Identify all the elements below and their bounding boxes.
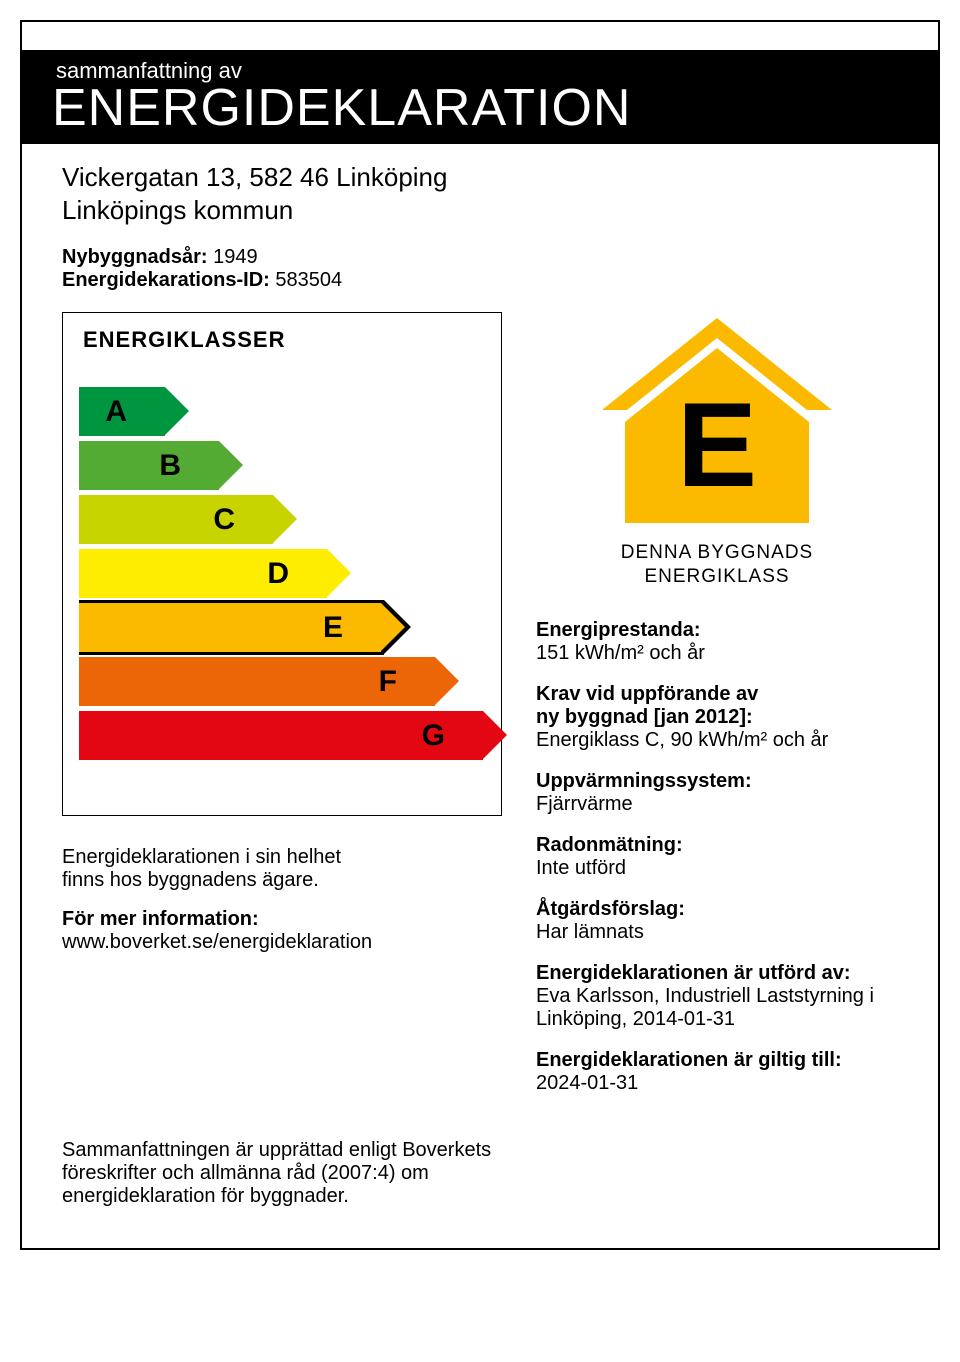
energy-class-row-e: E [79,603,485,652]
performance-label: Energiprestanda: [536,619,898,642]
header-band: sammanfattning av ENERGIDEKLARATION [22,50,938,144]
house-caption-l2: ENERGIKLASS [644,566,789,587]
heating-label: Uppvärmningssystem: [536,770,898,793]
left-notes: Energideklarationen i sin helhet finns h… [62,846,502,954]
valid-until-label: Energideklarationen är giltig till: [536,1049,898,1072]
declaration-id-label: Energidekarations-ID: [62,269,270,291]
address-line-1: Vickergatan 13, 582 46 Linköping [62,162,898,193]
more-info-label: För mer information: [62,908,259,930]
energy-class-row-f: F [79,657,485,706]
svg-text:E: E [677,378,757,512]
energy-class-label: F [379,665,397,699]
energy-class-row-a: A [79,387,485,436]
header-title: ENERGIDEKLARATION [52,78,908,138]
arrow-tip-icon [435,657,459,705]
info-actions: Åtgärdsförslag: Har lämnats [536,898,898,944]
info-radon: Radonmätning: Inte utförd [536,834,898,880]
radon-value: Inte utförd [536,857,898,880]
valid-until-value: 2024-01-31 [536,1072,898,1095]
energy-class-bar: A [79,387,165,436]
actions-label: Åtgärdsförslag: [536,898,898,921]
requirement-label-l2: ny byggnad [jan 2012]: [536,706,753,728]
energy-class-bar: E [79,603,381,652]
energy-class-bar: C [79,495,273,544]
energy-class-arrows: ABCDE FG [79,387,485,760]
radon-label: Radonmätning: [536,834,898,857]
heating-value: Fjärrvärme [536,793,898,816]
info-heating: Uppvärmningssystem: Fjärrvärme [536,770,898,816]
notes-line-1a: Energideklarationen i sin helhet [62,846,341,868]
energy-class-row-d: D [79,549,485,598]
house-caption: DENNA BYGGNADS ENERGIKLASS [536,541,898,589]
performance-value: 151 kWh/m² och år [536,642,898,665]
meta-block: Nybyggnadsår: 1949 Energidekarations-ID:… [22,236,938,312]
address-line-2: Linköpings kommun [62,195,898,226]
energy-class-row-b: B [79,441,485,490]
arrow-tip-icon [381,603,405,651]
right-column: E DENNA BYGGNADS ENERGIKLASS Energiprest… [536,312,898,1113]
declaration-id-value: 583504 [275,269,342,291]
address-block: Vickergatan 13, 582 46 Linköping Linköpi… [22,162,938,236]
requirement-label-l1: Krav vid uppförande av [536,683,758,705]
energy-class-label: G [422,719,445,753]
arrow-tip-icon [327,549,351,597]
arrow-tip-icon [165,387,189,435]
energy-class-row-g: G [79,711,485,760]
info-valid-until: Energideklarationen är giltig till: 2024… [536,1049,898,1095]
info-performance: Energiprestanda: 151 kWh/m² och år [536,619,898,665]
energy-class-chart: ENERGIKLASSER ABCDE FG [62,312,502,816]
page-container: sammanfattning av ENERGIDEKLARATION Vick… [20,20,940,1250]
energy-class-label: D [267,557,289,591]
energy-class-bar: D [79,549,327,598]
performed-by-label: Energideklarationen är utförd av: [536,962,898,985]
year-built-value: 1949 [213,246,258,268]
energy-class-label: B [159,449,181,483]
actions-value: Har lämnats [536,921,898,944]
arrow-tip-icon [273,495,297,543]
energy-class-bar: G [79,711,483,760]
energy-class-bar: F [79,657,435,706]
more-info-url: www.boverket.se/energideklaration [62,931,372,953]
year-built-label: Nybyggnadsår: [62,246,208,268]
performed-by-value: Eva Karlsson, Industriell Laststyrning i… [536,985,898,1031]
energy-class-label: A [105,395,127,429]
energy-class-label: C [213,503,235,537]
energy-class-label: E [323,611,343,645]
footer-note: Sammanfattningen är upprättad enligt Bov… [22,1133,582,1248]
house-caption-l1: DENNA BYGGNADS [621,542,813,563]
house-badge: E DENNA BYGGNADS ENERGIKLASS [536,318,898,589]
house-icon: E [602,318,832,528]
notes-line-1b: finns hos byggnadens ägare. [62,869,319,891]
info-performed-by: Energideklarationen är utförd av: Eva Ka… [536,962,898,1031]
energy-class-bar: B [79,441,219,490]
energy-class-chart-title: ENERGIKLASSER [83,327,485,353]
info-requirement: Krav vid uppförande av ny byggnad [jan 2… [536,683,898,752]
energy-class-row-c: C [79,495,485,544]
arrow-tip-icon [219,441,243,489]
left-column: ENERGIKLASSER ABCDE FG Energideklaratione… [62,312,502,1113]
requirement-value: Energiklass C, 90 kWh/m² och år [536,729,898,752]
arrow-tip-icon [483,711,507,759]
